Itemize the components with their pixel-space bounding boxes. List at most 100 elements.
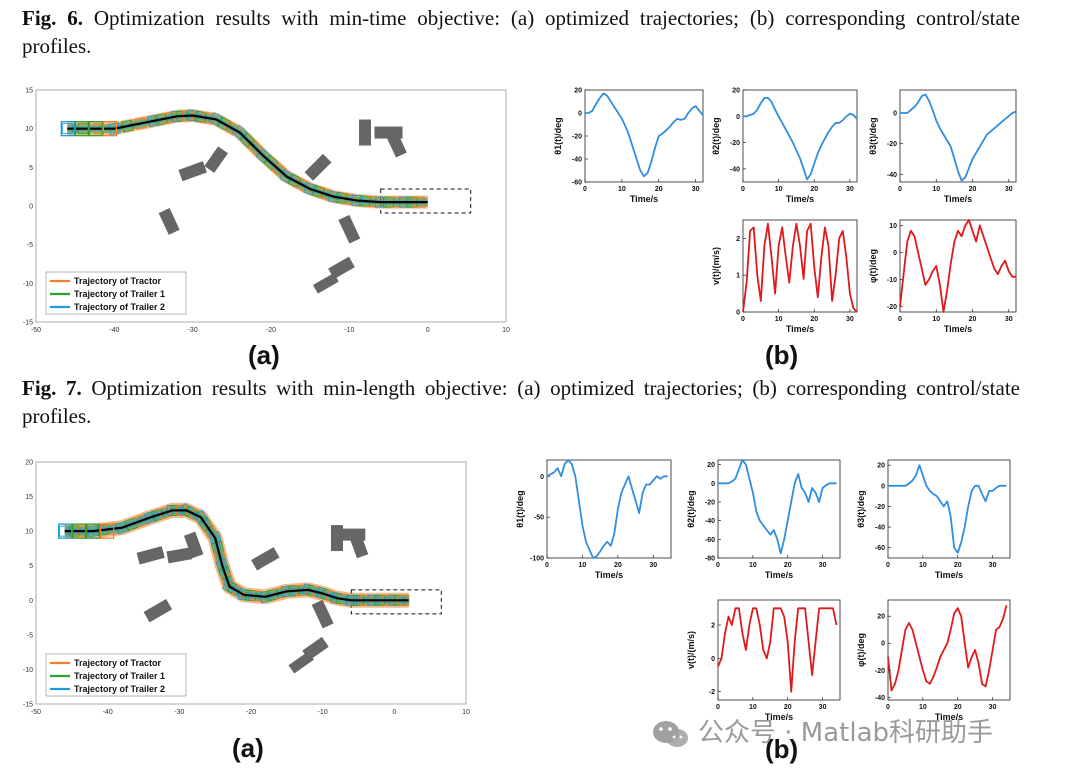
y-axis-label: θ2(t)/deg xyxy=(711,117,721,154)
x-tick-label: 20 xyxy=(784,704,792,711)
y-tick-label: -20 xyxy=(875,504,885,511)
x-axis-label: Time/s xyxy=(630,194,658,204)
y-tick-label: 20 xyxy=(877,614,885,621)
x-tick-label: 20 xyxy=(969,186,977,193)
x-tick-label: -30 xyxy=(188,327,198,334)
fig6b-steering-plot: 0 10 20 30 10 0 -10 -20 Time/s φ(t)/deg xyxy=(868,219,1017,334)
obstacle xyxy=(311,599,334,629)
y-tick-label: -40 xyxy=(875,525,885,532)
fig6b-theta2-plot: 0 10 20 30 20 0 -20 -40 Time/s θ2(t)/deg xyxy=(711,88,858,204)
fig6-panel-a-label: (a) xyxy=(248,340,280,370)
x-tick-label: 30 xyxy=(819,562,827,569)
x-axis-label: Time/s xyxy=(944,324,972,334)
series-line xyxy=(742,222,858,313)
x-tick-label: -50 xyxy=(31,709,41,716)
y-tick-label: 15 xyxy=(25,494,33,501)
fig7a-trajectory-plot: -50 -40 -30 -20 -10 0 10 20 15 10 5 0 -5 -10 -15 Trajec… xyxy=(23,460,470,717)
x-tick-label: 30 xyxy=(1005,316,1013,323)
x-tick-label: 0 xyxy=(886,704,890,711)
x-tick-label: 30 xyxy=(989,562,997,569)
x-axis-label: Time/s xyxy=(765,570,793,580)
fig7-panel-b-label: (b) xyxy=(765,734,799,764)
plot-frame xyxy=(717,599,841,701)
start-configuration-box xyxy=(102,121,117,137)
series-line xyxy=(546,459,668,559)
y-tick-label: -2 xyxy=(709,689,715,696)
y-axis-label: v(t)/(m/s) xyxy=(686,631,696,669)
y-tick-label: -10 xyxy=(23,667,33,674)
y-axis-label: θ1(t)/deg xyxy=(515,490,525,527)
x-tick-label: 10 xyxy=(919,704,927,711)
series-line xyxy=(718,459,837,555)
obstacle xyxy=(348,531,369,559)
y-tick-label: 0 xyxy=(540,474,544,481)
legend-entry: Trajectory of Trailer 2 xyxy=(74,302,165,312)
y-axis-label: θ3(t)/deg xyxy=(868,117,878,154)
y-tick-label: -20 xyxy=(705,500,715,507)
y-tick-label: 15 xyxy=(25,88,33,95)
fig7b-steering-plot: 0 10 20 30 20 0 -20 -40 Time/s φ(t)/deg xyxy=(856,599,1011,722)
watermark: 公众号 · Matlab科研助手 xyxy=(652,712,993,749)
x-tick-label: 10 xyxy=(618,186,626,193)
y-tick-label: 10 xyxy=(25,529,33,536)
fig7b-theta1-plot: 0 10 20 30 0 -50 -100 Time/s θ1(t)/deg xyxy=(515,459,672,580)
obstacle xyxy=(385,130,407,158)
y-tick-label: 2 xyxy=(711,623,715,630)
series-line xyxy=(899,219,1016,313)
obstacle xyxy=(338,214,361,244)
x-tick-label: 30 xyxy=(1005,186,1013,193)
x-tick-label: 0 xyxy=(898,186,902,193)
y-tick-label: 0 xyxy=(29,204,33,211)
x-tick-label: 0 xyxy=(426,327,430,334)
fig6b-theta3-plot: 0 10 20 30 0 -20 -40 Time/s θ3(t)/deg xyxy=(868,89,1017,204)
legend-entry: Trajectory of Trailer 1 xyxy=(74,671,165,681)
y-tick-label: 0 xyxy=(893,111,897,118)
x-tick-label: 30 xyxy=(846,316,854,323)
start-configuration-box xyxy=(74,121,89,137)
fig7b-theta3-plot: 0 10 20 30 20 0 -20 -40 -60 Time/s θ3(t)/deg xyxy=(856,459,1011,580)
series-line xyxy=(717,607,838,693)
plot-frame xyxy=(717,459,841,559)
y-tick-label: 0 xyxy=(881,641,885,648)
x-tick-label: 10 xyxy=(462,709,470,716)
y-tick-label: 20 xyxy=(732,88,740,95)
fig6a-trajectory-plot: -50 -40 -30 -20 -10 0 10 15 10 5 0 -5 -10 -15 Trajecto… xyxy=(23,88,510,335)
obstacle xyxy=(204,146,228,173)
start-configuration-box xyxy=(88,121,103,137)
watermark-text: 公众号 · Matlab科研助手 xyxy=(698,718,994,748)
obstacle xyxy=(359,119,371,146)
x-tick-label: -40 xyxy=(103,709,113,716)
start-configuration-box xyxy=(100,523,115,539)
x-tick-label: 0 xyxy=(545,562,549,569)
y-axis-label: φ(t)/deg xyxy=(868,249,878,283)
fig7b-theta2-plot: 0 10 20 30 20 0 -20 -40 -60 -80 Time/s θ2(t)/deg xyxy=(686,459,841,580)
y-tick-label: 20 xyxy=(574,88,582,95)
y-axis-label: θ1(t)/deg xyxy=(553,117,563,154)
x-tick-label: -10 xyxy=(318,709,328,716)
fig6-caption: Fig. 6. Optimization results with min-ti… xyxy=(22,4,1020,60)
y-tick-label: -10 xyxy=(887,277,897,284)
x-tick-label: 10 xyxy=(932,186,940,193)
x-tick-label: 10 xyxy=(775,186,783,193)
x-axis-label: Time/s xyxy=(786,194,814,204)
y-tick-label: 5 xyxy=(29,165,33,172)
x-tick-label: 20 xyxy=(954,562,962,569)
fig7-text: Optimization results with min-length obj… xyxy=(22,376,1020,428)
x-tick-label: 10 xyxy=(579,562,587,569)
y-tick-label: 0 xyxy=(881,483,885,490)
y-tick-label: -20 xyxy=(730,140,740,147)
x-tick-label: 10 xyxy=(919,562,927,569)
series-line xyxy=(888,464,1007,554)
x-tick-label: 10 xyxy=(749,704,757,711)
y-tick-label: 0 xyxy=(711,656,715,663)
x-tick-label: 20 xyxy=(614,562,622,569)
target-region xyxy=(380,188,472,214)
x-axis-label: Time/s xyxy=(935,712,963,722)
y-tick-label: 0 xyxy=(29,598,33,605)
x-tick-label: -10 xyxy=(344,327,354,334)
y-tick-label: -40 xyxy=(705,518,715,525)
wechat-icon xyxy=(652,719,690,749)
y-tick-label: -50 xyxy=(534,515,544,522)
y-tick-label: 0 xyxy=(578,111,582,118)
